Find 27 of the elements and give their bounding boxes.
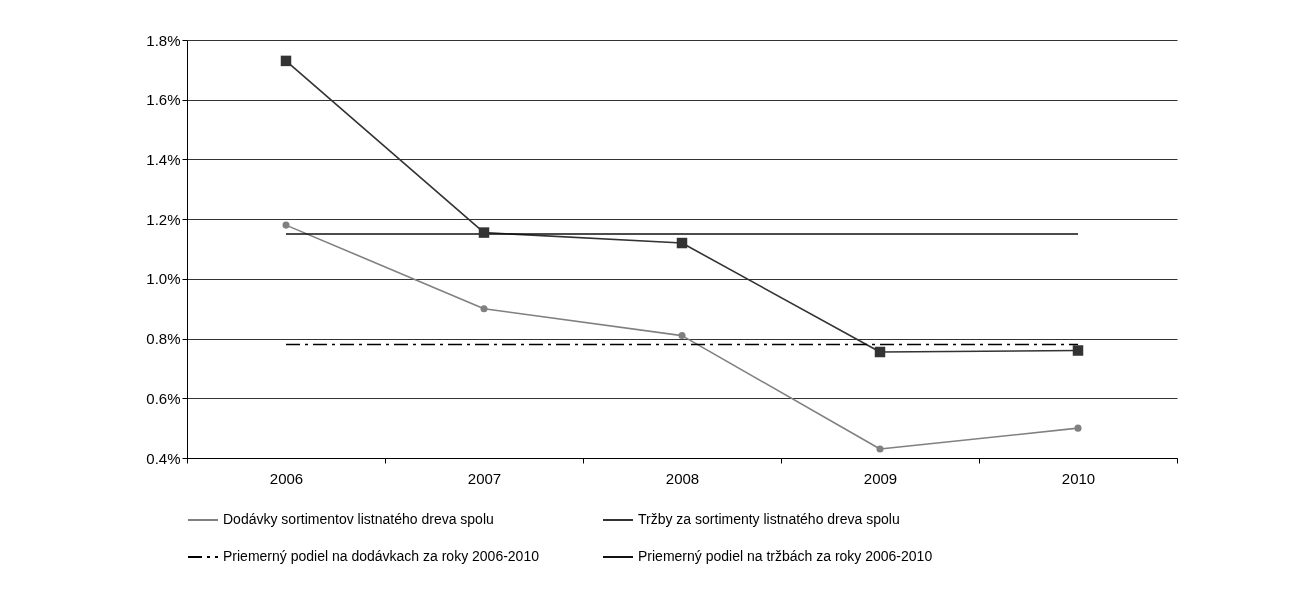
y-tick-label: 1.2% — [146, 210, 181, 228]
point — [478, 227, 490, 238]
y-tick-label: 0.8% — [146, 330, 181, 348]
x-tick-label: 2010 — [1061, 469, 1096, 487]
x-tick-label: 2008 — [665, 469, 700, 487]
x-tick-label: 2006 — [269, 469, 304, 487]
point — [282, 221, 290, 229]
x-tick-label: 2007 — [467, 469, 502, 487]
y-tick-label: 1.0% — [146, 270, 181, 288]
point — [1072, 345, 1084, 356]
point — [876, 445, 884, 453]
point — [678, 332, 686, 340]
legend-label: Tržby za sortimenty listnatého dreva spolu — [638, 511, 900, 527]
y-tick-label: 1.4% — [146, 150, 181, 168]
legend-label: Priemerný podiel na tržbách za roky 2006-2010 — [638, 548, 933, 564]
point — [1074, 424, 1082, 432]
y-tick-label: 1.6% — [146, 91, 181, 109]
legend-label: Priemerný podiel na dodávkach za roky 2006-2010 — [223, 548, 540, 564]
point — [280, 55, 292, 67]
y-tick-label: 1.8% — [146, 31, 181, 49]
point — [480, 305, 488, 313]
legend-label: Dodávky sortimentov listnatého dreva spolu — [223, 511, 494, 527]
point — [676, 237, 688, 249]
x-tick-label: 2009 — [863, 469, 898, 487]
y-tick-label: 0.4% — [146, 449, 181, 467]
point — [874, 346, 886, 358]
y-tick-label: 0.6% — [146, 389, 181, 407]
